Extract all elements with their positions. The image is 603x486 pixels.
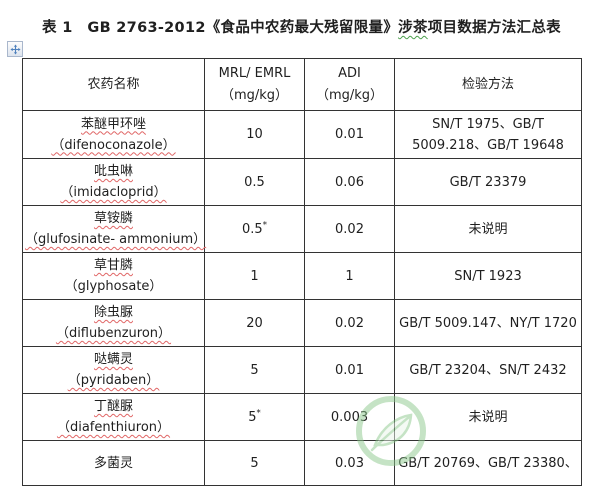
mrl-value-cell: 1	[204, 252, 305, 300]
method-cell: GB/T 20769、GB/T 23380、	[394, 440, 582, 486]
pesticide-name-cell: 吡虫啉 （imidacloprid）	[22, 158, 205, 206]
table-caption: 表 1 GB 2763-2012《食品中农药最大残留限量》涉茶项目数据方法汇总表	[0, 16, 603, 37]
mrl-value-cell: 5	[204, 440, 305, 486]
method-cell: 未说明	[394, 205, 582, 253]
caption-text-part1: 表 1 GB 2763-2012《食品中农药最大残留限量》	[42, 20, 399, 36]
adi-value-cell: 0.02	[304, 205, 395, 253]
pesticide-name-en: （glufosinate- ammonium）	[25, 232, 207, 247]
caption-text-part2: 项目数据方法汇总表	[427, 20, 561, 36]
table-row: 除虫脲 （diflubenzuron） 20 0.02 GB/T 5009.14…	[22, 299, 582, 347]
adi-value-cell: 1	[304, 252, 395, 300]
method-cell: GB/T 23204、SN/T 2432	[394, 346, 582, 394]
pesticide-name-cell: 哒螨灵 （pyridaben）	[22, 346, 205, 394]
mrl-value-cell: 0.5	[204, 158, 305, 206]
pesticide-name-cell: 丁醚脲 （diafenthiuron）	[22, 393, 205, 441]
table-row: 多菌灵 5 0.03 GB/T 20769、GB/T 23380、	[22, 440, 582, 486]
table-move-handle[interactable]	[7, 41, 23, 57]
mrl-value-cell: 10	[204, 110, 305, 159]
method-cell: GB/T 5009.147、NY/T 1720	[394, 299, 582, 347]
method-cell: 未说明	[394, 393, 582, 441]
pesticide-name-cn: 草甘膦	[93, 258, 133, 273]
table-row: 哒螨灵 （pyridaben） 5 0.01 GB/T 23204、SN/T 2…	[22, 346, 582, 394]
pesticide-name-en: （diafenthiuron）	[56, 420, 171, 435]
method-cell: SN/T 1975、GB/T 5009.218、GB/T 19648	[394, 110, 582, 159]
pesticide-name-cell: 苯醚甲环唑 （difenoconazole）	[22, 110, 205, 159]
caption-grammar-flagged-text: 涉茶	[398, 20, 428, 36]
table-row: 苯醚甲环唑 （difenoconazole） 10 0.01 SN/T 1975…	[22, 110, 582, 159]
pesticide-name-en: （glyphosate）	[64, 279, 163, 294]
adi-value-cell: 0.06	[304, 158, 395, 206]
col-header-pesticide-name: 农药名称	[22, 58, 205, 111]
table-row: 丁醚脲 （diafenthiuron） 5* 0.003 未说明	[22, 393, 582, 441]
mrl-footnote-marker: *	[262, 220, 267, 231]
pesticide-name-en: （pyridaben）	[67, 373, 160, 388]
table-row: 草甘膦 （glyphosate） 1 1 SN/T 1923	[22, 252, 582, 300]
mrl-footnote-marker: *	[256, 408, 261, 419]
table-header-row: 农药名称 MRL/ EMRL （mg/kg） ADI （mg/kg） 检验方法	[22, 58, 582, 111]
mrl-value-cell: 5	[204, 346, 305, 394]
method-cell: SN/T 1923	[394, 252, 582, 300]
pesticide-name-cell: 除虫脲 （diflubenzuron）	[22, 299, 205, 347]
pesticide-name-cn: 苯醚甲环唑	[80, 116, 146, 132]
mrl-value-cell: 5*	[204, 393, 305, 441]
pesticide-name-en: （imidacloprid）	[60, 185, 167, 200]
pesticide-name-cn: 草铵膦	[93, 211, 133, 226]
pesticide-name-cn: 除虫脲	[93, 305, 133, 320]
mrl-value-cell: 0.5*	[204, 205, 305, 253]
pesticide-name-cn: 哒螨灵	[93, 352, 133, 367]
adi-value-cell: 0.01	[304, 346, 395, 394]
pesticide-name-cn: 多菌灵	[93, 455, 133, 471]
pesticide-name-cell: 草铵膦 （glufosinate- ammonium）	[22, 205, 207, 253]
pesticide-name-en: （difenoconazole）	[51, 137, 176, 153]
adi-value-cell: 0.01	[304, 110, 395, 159]
table-row: 吡虫啉 （imidacloprid） 0.5 0.06 GB/T 23379	[22, 158, 582, 206]
pesticide-name-cell: 多菌灵	[22, 440, 205, 486]
adi-value-cell: 0.003	[304, 393, 395, 441]
pesticide-data-table: 农药名称 MRL/ EMRL （mg/kg） ADI （mg/kg） 检验方法 苯醚…	[22, 58, 582, 486]
pesticide-name-cn: 吡虫啉	[93, 164, 133, 179]
table-row: 草铵膦 （glufosinate- ammonium） 0.5* 0.02 未说…	[22, 205, 582, 253]
method-cell: GB/T 23379	[394, 158, 582, 206]
pesticide-name-cn: 丁醚脲	[93, 399, 133, 414]
pesticide-name-en: （diflubenzuron）	[55, 326, 172, 341]
move-icon	[9, 43, 21, 55]
col-header-mrl: MRL/ EMRL （mg/kg）	[204, 58, 305, 111]
pesticide-name-cell: 草甘膦 （glyphosate）	[22, 252, 205, 300]
col-header-adi: ADI （mg/kg）	[304, 58, 395, 111]
adi-value-cell: 0.03	[304, 440, 395, 486]
adi-value-cell: 0.02	[304, 299, 395, 347]
col-header-method: 检验方法	[394, 58, 582, 111]
mrl-value-cell: 20	[204, 299, 305, 347]
